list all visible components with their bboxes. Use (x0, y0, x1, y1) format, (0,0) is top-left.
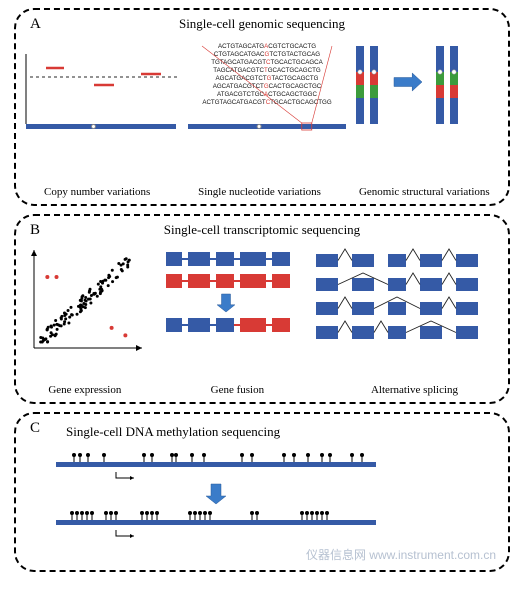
svg-text:TGTAGCATGACGTCTGCACTGCAGCA: TGTAGCATGACGTCTGCACTGCAGCA (211, 59, 323, 66)
panel-c: C Single-cell DNA methylation sequencing… (14, 412, 510, 572)
panel-a-title: Single-cell genomic sequencing (16, 10, 508, 32)
cnv-caption: Copy number variations (16, 186, 178, 198)
snv-caption: Single nucleotide variations (178, 186, 340, 198)
svg-text:CTGTAGCATGACGTCTGTACTGCAG: CTGTAGCATGACGTCTGTACTGCAG (214, 51, 320, 58)
panel-c-figure (16, 440, 496, 560)
splice-caption: Alternative splicing (321, 384, 508, 396)
svg-text:ACTGTAGCATGACGTCTGCACTG: ACTGTAGCATGACGTCTGCACTG (218, 43, 316, 50)
panel-a-figure: ACTGTAGCATGACGTCTGCACTGCTGTAGCATGACGTCTG… (16, 32, 496, 182)
svg-text:AGCATGACGTCTGCACTGCAGCTGC: AGCATGACGTCTGCACTGCAGCTGC (213, 83, 322, 90)
expr-caption: Gene expression (16, 384, 154, 396)
panel-c-title: Single-cell DNA methylation sequencing (16, 414, 508, 440)
panel-b: B Single-cell transcriptomic sequencing … (14, 214, 510, 404)
svg-text:ACTGTAGCATGACGTCTGCACTGCAGCTGG: ACTGTAGCATGACGTCTGCACTGCAGCTGG (202, 99, 332, 106)
panel-a: A Single-cell genomic sequencing ACTGTAG… (14, 8, 510, 206)
watermark: 仪器信息网 www.instrument.com.cn (306, 548, 496, 562)
panel-c-label: C (30, 420, 40, 437)
panel-a-label: A (30, 16, 41, 33)
panel-b-title: Single-cell transcriptomic sequencing (16, 216, 508, 238)
svg-text:AGCATGACGTCTGTACTGCAGCTG: AGCATGACGTCTGTACTGCAGCTG (216, 75, 319, 82)
struct-caption: Genomic structural variations (341, 186, 508, 198)
panel-b-label: B (30, 222, 40, 239)
fusion-caption: Gene fusion (154, 384, 321, 396)
svg-text:ATGACGTCTGCACTGCAGCTGGC: ATGACGTCTGCACTGCAGCTGGC (217, 91, 317, 98)
svg-text:TAGCATGACGTCTGCACTGCAGCTG: TAGCATGACGTCTGCACTGCAGCTG (213, 67, 321, 74)
panel-b-figure (16, 238, 496, 378)
